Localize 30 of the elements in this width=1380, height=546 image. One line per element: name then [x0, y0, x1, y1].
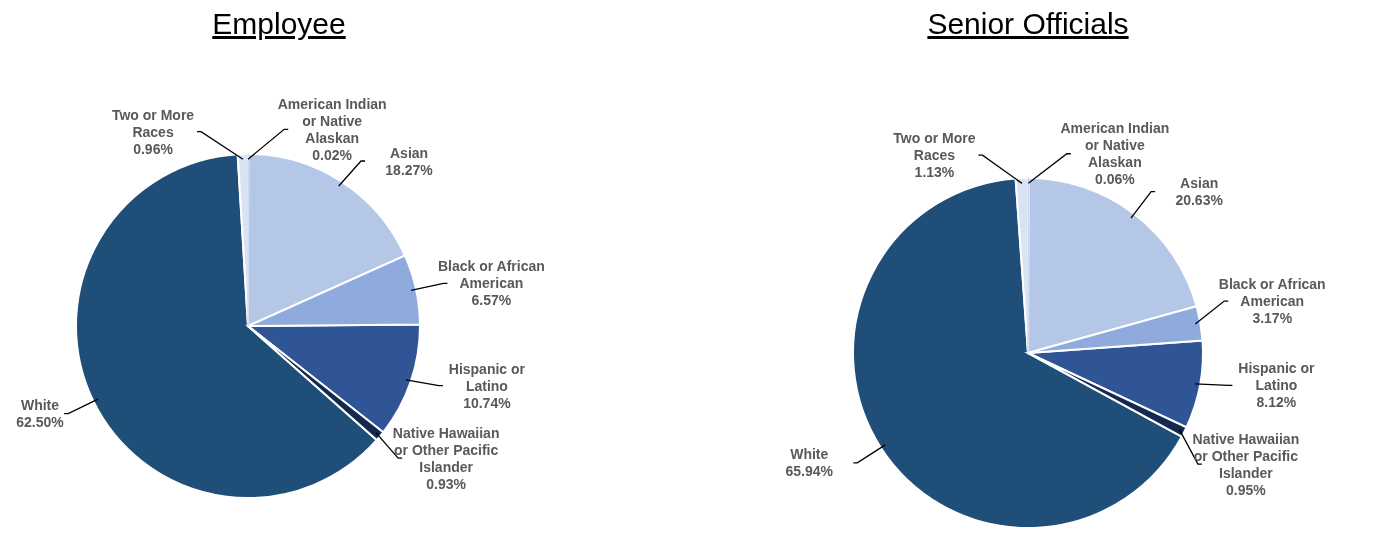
- chart-title: Employee: [212, 7, 346, 40]
- slice-label: Asian: [1180, 175, 1219, 192]
- data-label: 62.50%: [16, 414, 65, 431]
- slice-label: Asian: [390, 144, 429, 161]
- data-label: 20.63%: [1175, 192, 1224, 209]
- slice-label: Black or African American: [437, 258, 545, 292]
- slice-label: Hispanic or Latino: [1238, 360, 1316, 394]
- data-label: 18.27%: [385, 161, 434, 178]
- data-label: 0.93%: [426, 475, 467, 492]
- chart-title: Senior Officials: [927, 7, 1129, 40]
- slice-label: Native Hawaiian or Other Pacific Islander: [1192, 430, 1300, 481]
- slice-label: Black or African American: [1218, 276, 1326, 310]
- data-label: 1.13%: [914, 164, 955, 181]
- slice-label: American Indian or Native Alaskan: [1060, 120, 1170, 171]
- data-label: 6.57%: [471, 292, 512, 309]
- data-label: 10.74%: [463, 394, 512, 411]
- data-label: 65.94%: [785, 463, 834, 480]
- data-label: 0.02%: [312, 146, 353, 163]
- slice-label: Two or More Races: [893, 130, 976, 164]
- slice-label: Hispanic or Latino: [448, 360, 526, 394]
- slice-label: White: [20, 397, 60, 414]
- slice-label: Two or More Races: [111, 106, 195, 140]
- slice-label: American Indian or Native Alaskan: [277, 95, 387, 146]
- data-label: 0.95%: [1226, 481, 1267, 498]
- data-label: 0.96%: [133, 140, 174, 157]
- data-label: 3.17%: [1252, 310, 1293, 327]
- slice-label: Native Hawaiian or Other Pacific Islander: [392, 424, 500, 475]
- data-label: 0.06%: [1095, 171, 1136, 188]
- data-label: 8.12%: [1256, 394, 1297, 411]
- slice-label: White: [790, 446, 829, 463]
